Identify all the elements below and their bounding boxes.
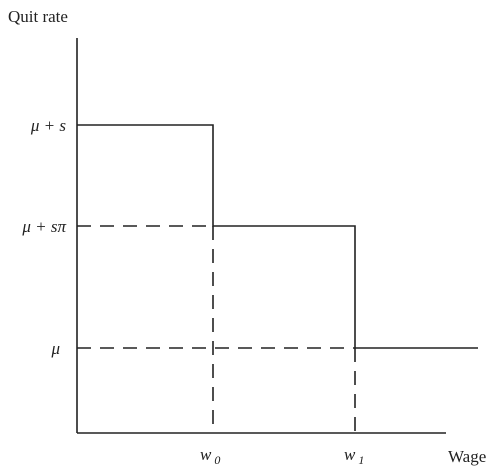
x-axis-label: Wage (448, 447, 486, 466)
level-label: μ (50, 339, 60, 358)
y-axis-label: Quit rate (8, 7, 68, 26)
step-curve (77, 124, 478, 349)
level-label: μ + sπ (21, 217, 66, 236)
level-label: μ + s (30, 116, 67, 135)
